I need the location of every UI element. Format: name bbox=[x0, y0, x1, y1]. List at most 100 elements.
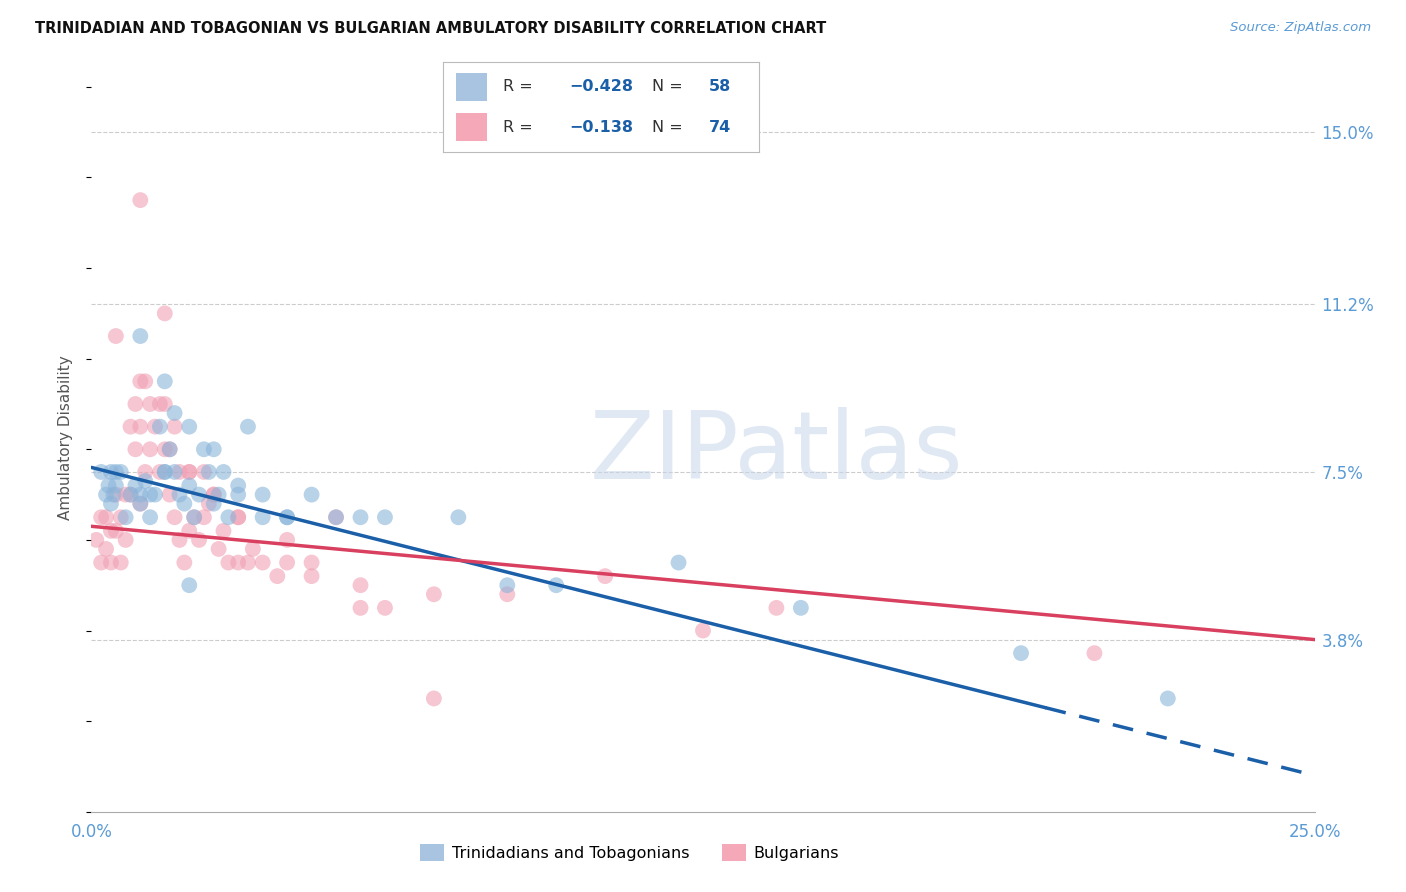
Point bbox=[183, 510, 205, 524]
Point bbox=[163, 510, 186, 524]
Point bbox=[765, 600, 787, 615]
Point bbox=[301, 556, 323, 570]
Point bbox=[94, 487, 117, 501]
Text: 74: 74 bbox=[709, 120, 731, 135]
Point bbox=[129, 497, 152, 511]
Point bbox=[217, 556, 239, 570]
Point bbox=[202, 497, 225, 511]
Point bbox=[276, 556, 298, 570]
Text: −0.428: −0.428 bbox=[569, 79, 634, 95]
Point bbox=[1157, 691, 1180, 706]
Point bbox=[163, 465, 186, 479]
Point bbox=[423, 691, 446, 706]
Point bbox=[110, 510, 132, 524]
Point bbox=[120, 419, 142, 434]
Point bbox=[212, 524, 235, 538]
Point bbox=[692, 624, 714, 638]
Point bbox=[129, 329, 152, 343]
Bar bbox=[456, 73, 486, 101]
Point bbox=[153, 465, 176, 479]
Point bbox=[84, 533, 107, 547]
Point bbox=[139, 442, 162, 457]
Point bbox=[139, 510, 162, 524]
Point bbox=[546, 578, 568, 592]
Point bbox=[104, 487, 127, 501]
Text: N =: N = bbox=[652, 79, 688, 95]
Point bbox=[212, 465, 235, 479]
Point bbox=[252, 556, 274, 570]
Point bbox=[94, 510, 117, 524]
Point bbox=[252, 487, 274, 501]
Point bbox=[153, 442, 176, 457]
Point bbox=[90, 510, 112, 524]
Point bbox=[163, 406, 186, 420]
Point bbox=[104, 465, 127, 479]
Point bbox=[1010, 646, 1032, 660]
Point bbox=[129, 419, 152, 434]
Point bbox=[134, 375, 156, 389]
Point bbox=[124, 478, 146, 492]
Point bbox=[94, 541, 117, 556]
Point bbox=[668, 556, 690, 570]
Point bbox=[374, 600, 396, 615]
Point bbox=[179, 419, 201, 434]
Point bbox=[104, 329, 127, 343]
Point bbox=[179, 465, 201, 479]
Point bbox=[301, 569, 323, 583]
Text: R =: R = bbox=[503, 120, 538, 135]
Point bbox=[193, 510, 215, 524]
Point bbox=[1083, 646, 1105, 660]
Point bbox=[159, 442, 181, 457]
Point bbox=[325, 510, 347, 524]
Text: −0.138: −0.138 bbox=[569, 120, 634, 135]
Point bbox=[423, 587, 446, 601]
Point bbox=[153, 397, 176, 411]
Point bbox=[114, 510, 136, 524]
Point bbox=[236, 419, 259, 434]
Point bbox=[104, 524, 127, 538]
Point bbox=[120, 487, 142, 501]
Point bbox=[226, 487, 249, 501]
Point bbox=[202, 442, 225, 457]
Point bbox=[159, 487, 181, 501]
Text: TRINIDADIAN AND TOBAGONIAN VS BULGARIAN AMBULATORY DISABILITY CORRELATION CHART: TRINIDADIAN AND TOBAGONIAN VS BULGARIAN … bbox=[35, 21, 827, 37]
Point bbox=[207, 487, 229, 501]
Point bbox=[134, 474, 156, 488]
Point bbox=[496, 578, 519, 592]
Text: N =: N = bbox=[652, 120, 688, 135]
Point bbox=[188, 487, 211, 501]
Point bbox=[124, 442, 146, 457]
Point bbox=[198, 465, 221, 479]
Point bbox=[252, 510, 274, 524]
Point bbox=[374, 510, 396, 524]
Point bbox=[139, 487, 162, 501]
Point bbox=[349, 510, 371, 524]
Point bbox=[100, 556, 122, 570]
Point bbox=[179, 478, 201, 492]
Point bbox=[149, 419, 172, 434]
Point bbox=[90, 465, 112, 479]
Point bbox=[153, 375, 176, 389]
Point bbox=[202, 487, 225, 501]
Point bbox=[266, 569, 288, 583]
Point bbox=[207, 541, 229, 556]
Point bbox=[169, 487, 191, 501]
Point bbox=[217, 510, 239, 524]
Point bbox=[183, 510, 205, 524]
Point bbox=[202, 487, 225, 501]
Text: 58: 58 bbox=[709, 79, 731, 95]
Point bbox=[496, 587, 519, 601]
Point bbox=[120, 487, 142, 501]
Point bbox=[226, 478, 249, 492]
Point bbox=[169, 533, 191, 547]
Point bbox=[124, 397, 146, 411]
Point bbox=[301, 487, 323, 501]
Point bbox=[100, 497, 122, 511]
Legend: Trinidadians and Tobagonians, Bulgarians: Trinidadians and Tobagonians, Bulgarians bbox=[413, 838, 845, 867]
Point bbox=[226, 556, 249, 570]
Point bbox=[276, 510, 298, 524]
Point bbox=[173, 556, 195, 570]
Point bbox=[153, 306, 176, 320]
Point bbox=[593, 569, 616, 583]
Point bbox=[143, 487, 166, 501]
